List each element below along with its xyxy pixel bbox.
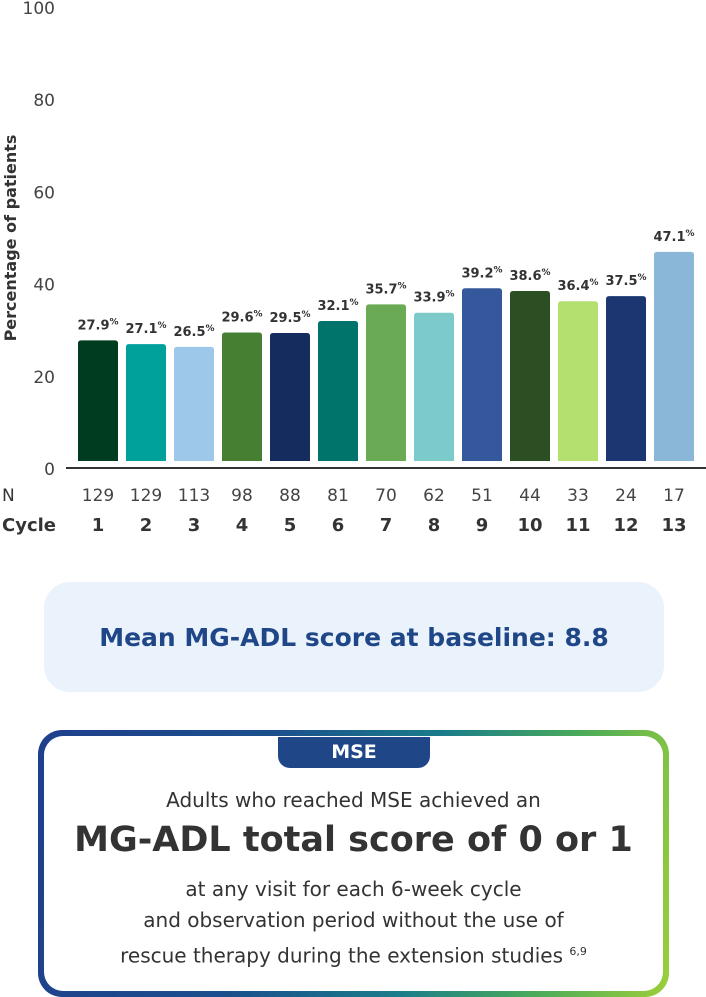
n-value: 51 bbox=[471, 486, 493, 506]
mse-line2: at any visit for each 6-week cycle bbox=[185, 877, 522, 901]
n-value: 113 bbox=[178, 486, 210, 506]
bar-chart: 0 20 40 60 80 100 Percentage of patients N Cycle… bbox=[1, 0, 706, 536]
cycle-row-label: Cycle bbox=[2, 515, 56, 536]
bar bbox=[78, 340, 118, 461]
baseline-text: Mean MG-ADL score at baseline: 8.8 bbox=[99, 622, 609, 652]
baseline-score-banner: Mean MG-ADL score at baseline: 8.8 bbox=[44, 582, 664, 692]
bar bbox=[318, 321, 358, 461]
data-label: 36.4% bbox=[557, 278, 598, 294]
bar bbox=[270, 333, 310, 461]
data-label: 37.5% bbox=[605, 273, 646, 289]
n-value: 62 bbox=[423, 486, 445, 506]
data-label: 35.7% bbox=[365, 281, 406, 297]
data-label: 29.6% bbox=[221, 310, 262, 326]
x-tick-label: 6 bbox=[332, 515, 345, 536]
x-tick-label: 4 bbox=[236, 515, 249, 536]
bar bbox=[462, 288, 502, 461]
mse-description: at any visit for each 6-week cycle and o… bbox=[44, 874, 663, 972]
x-tick-label: 2 bbox=[140, 515, 153, 536]
n-value: 44 bbox=[519, 486, 541, 506]
y-tick-label: 60 bbox=[33, 183, 55, 203]
mse-line3: and observation period without the use o… bbox=[143, 908, 564, 932]
y-tick-label: 0 bbox=[44, 460, 55, 480]
data-label: 27.9% bbox=[77, 317, 118, 333]
data-label: 29.5% bbox=[269, 310, 310, 326]
mse-tab: MSE bbox=[278, 737, 430, 768]
data-label: 26.5% bbox=[173, 324, 214, 340]
mse-line4-wrap: rescue therapy during the extension stud… bbox=[44, 936, 663, 972]
data-label: 39.2% bbox=[461, 265, 502, 281]
bar bbox=[654, 251, 694, 461]
x-tick-label: 3 bbox=[188, 515, 201, 536]
n-value: 98 bbox=[231, 486, 253, 506]
mse-headline: MG-ADL total score of 0 or 1 bbox=[74, 820, 633, 860]
n-value: 33 bbox=[567, 486, 589, 506]
y-axis-label: Percentage of patients bbox=[1, 135, 20, 342]
n-value: 70 bbox=[375, 486, 397, 506]
bar bbox=[126, 344, 166, 461]
n-row-label: N bbox=[2, 486, 15, 506]
n-value: 17 bbox=[663, 486, 685, 506]
data-label: 27.1% bbox=[125, 321, 166, 337]
n-value: 129 bbox=[82, 486, 114, 506]
y-tick-label: 100 bbox=[23, 0, 55, 19]
data-label: 47.1% bbox=[653, 229, 694, 245]
data-label: 38.6% bbox=[509, 268, 550, 284]
x-tick-label: 9 bbox=[476, 515, 489, 536]
y-tick-label: 20 bbox=[33, 368, 55, 388]
mse-intro: Adults who reached MSE achieved an bbox=[166, 788, 541, 812]
bar bbox=[510, 291, 550, 461]
x-tick-label: 8 bbox=[428, 515, 441, 536]
data-label: 32.1% bbox=[317, 298, 358, 314]
mse-card: MSE Adults who reached MSE achieved an M… bbox=[38, 730, 669, 997]
x-tick-label: 5 bbox=[284, 515, 297, 536]
x-tick-label: 7 bbox=[380, 515, 393, 536]
references: 6,9 bbox=[569, 945, 587, 958]
y-tick-label: 40 bbox=[33, 276, 55, 296]
n-value: 88 bbox=[279, 486, 301, 506]
data-label: 33.9% bbox=[413, 290, 454, 306]
bar bbox=[174, 346, 214, 461]
bar bbox=[414, 312, 454, 461]
x-tick-label: 12 bbox=[613, 515, 638, 536]
bar bbox=[366, 304, 406, 461]
n-value: 81 bbox=[327, 486, 349, 506]
mse-card-body: MSE Adults who reached MSE achieved an M… bbox=[44, 736, 663, 991]
n-value: 24 bbox=[615, 486, 637, 506]
mse-line4: rescue therapy during the extension stud… bbox=[120, 943, 563, 968]
x-tick-label: 11 bbox=[565, 515, 590, 536]
x-tick-label: 1 bbox=[92, 515, 105, 536]
x-tick-label: 10 bbox=[517, 515, 542, 536]
n-value: 129 bbox=[130, 486, 162, 506]
bar bbox=[606, 296, 646, 461]
y-tick-label: 80 bbox=[33, 91, 55, 111]
bar bbox=[222, 332, 262, 461]
bar bbox=[558, 301, 598, 461]
x-tick-label: 13 bbox=[661, 515, 686, 536]
